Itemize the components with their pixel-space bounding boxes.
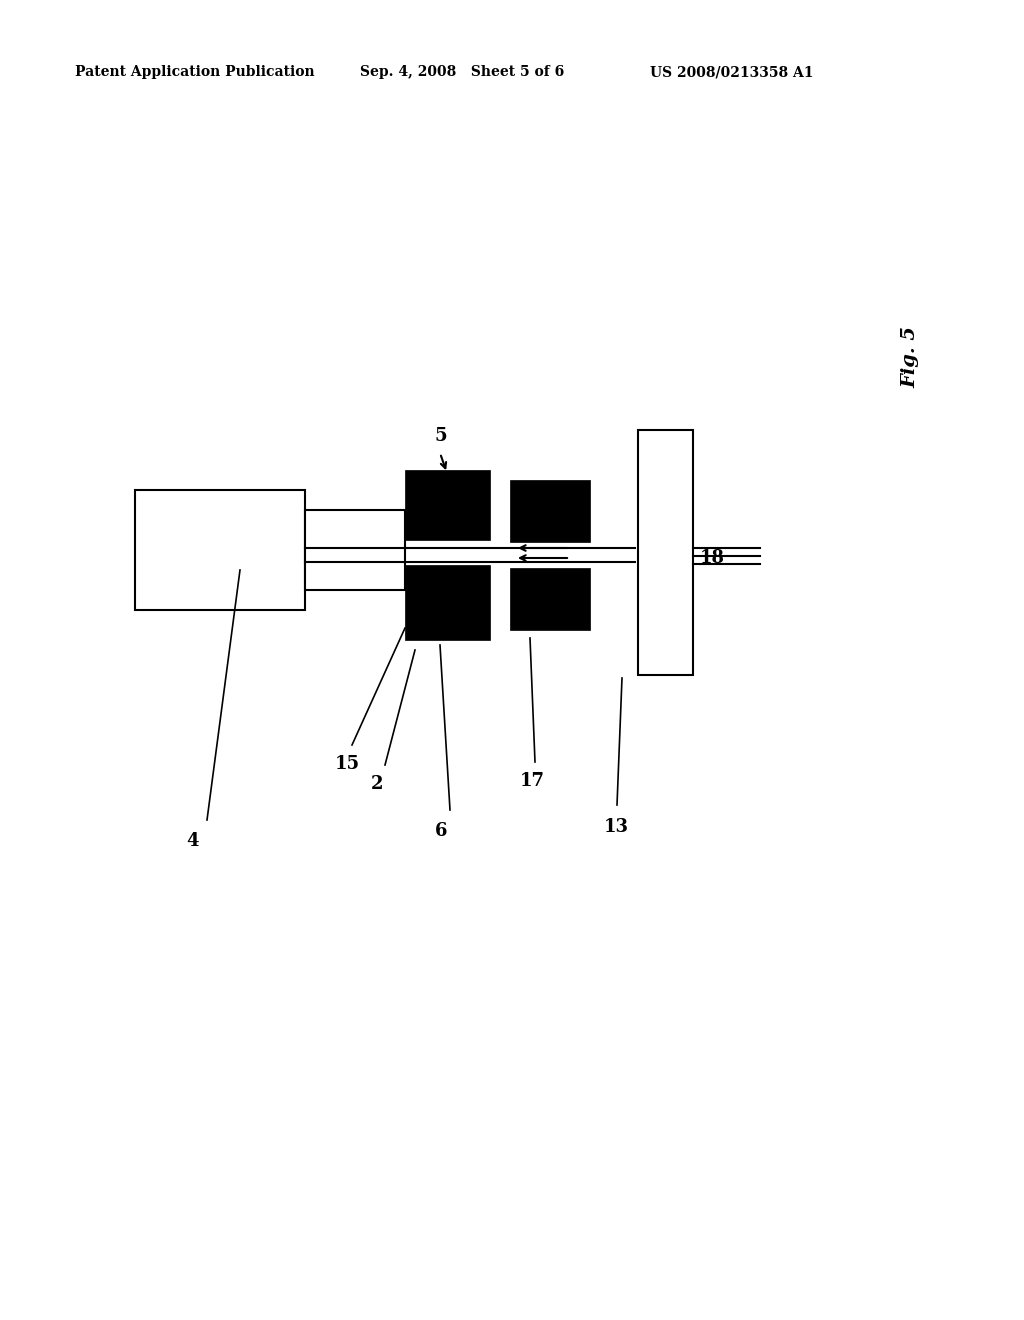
Text: 18: 18 (700, 549, 725, 568)
Bar (510, 568, 590, 630)
Text: Patent Application Publication: Patent Application Publication (75, 65, 314, 79)
Text: 2: 2 (371, 775, 384, 793)
Text: 4: 4 (186, 832, 199, 850)
Bar (406, 470, 490, 540)
Text: 15: 15 (335, 755, 360, 774)
Bar (638, 430, 693, 675)
Text: 17: 17 (520, 772, 545, 789)
Text: 5: 5 (435, 426, 447, 445)
Text: 13: 13 (604, 818, 629, 836)
Bar (135, 490, 305, 610)
Text: Fig. 5: Fig. 5 (901, 326, 919, 388)
Bar (510, 480, 590, 543)
Text: US 2008/0213358 A1: US 2008/0213358 A1 (650, 65, 813, 79)
Bar (305, 510, 406, 590)
Text: 6: 6 (435, 822, 447, 840)
Bar (406, 565, 490, 640)
Text: Sep. 4, 2008   Sheet 5 of 6: Sep. 4, 2008 Sheet 5 of 6 (360, 65, 564, 79)
